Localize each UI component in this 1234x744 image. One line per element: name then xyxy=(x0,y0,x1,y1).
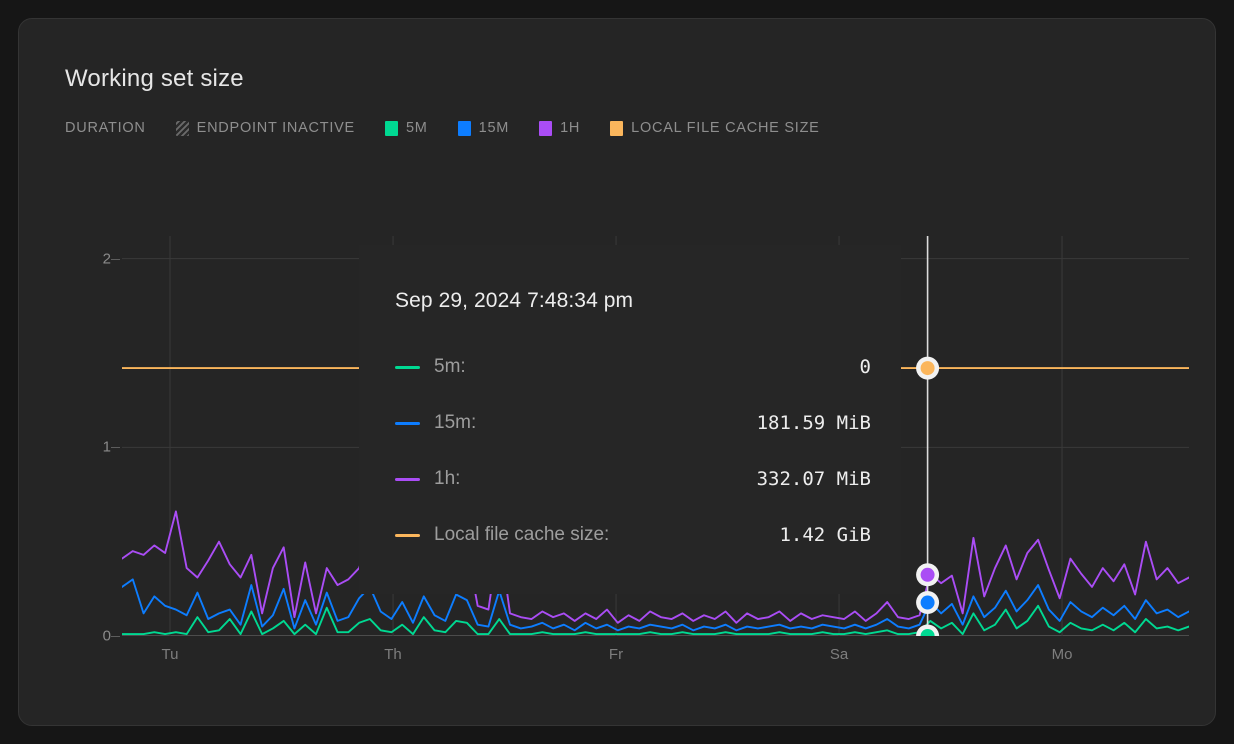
x-tick-label: Sa xyxy=(829,646,849,663)
legend-item-label: 15M xyxy=(478,120,510,136)
color-swatch-icon xyxy=(384,120,398,136)
series-color-dash-icon xyxy=(395,477,420,481)
page-title: Working set size xyxy=(65,65,244,92)
y-tick-label: 0 xyxy=(102,627,111,645)
legend-duration-label: DURATION xyxy=(65,120,146,136)
cursor-marker xyxy=(916,591,940,615)
legend-item-label: 1H xyxy=(560,120,581,136)
hatch-swatch-icon xyxy=(175,120,189,136)
series-color-dash-icon xyxy=(395,365,420,369)
legend-item-label: LOCAL FILE CACHE SIZE xyxy=(631,120,820,136)
tooltip-series-name: 5m: xyxy=(434,356,466,377)
x-tick-label: Fr xyxy=(608,646,624,663)
tooltip-row-1h: 1h: 332.07 MiB xyxy=(395,451,871,507)
tooltip-series-value: 1.42 GiB xyxy=(779,524,871,546)
tooltip-rows: 5m: 0 15m: 181.59 MiB 1h: 332.07 MiB Loc… xyxy=(395,339,871,563)
y-tick-dash xyxy=(111,636,120,637)
cursor-marker xyxy=(916,624,940,636)
cursor-marker xyxy=(916,356,940,380)
working-set-size-card: Working set size DURATION ENDPOINT INACT… xyxy=(18,18,1216,726)
tooltip-row-local-file-cache-size: Local file cache size: 1.42 GiB xyxy=(395,507,871,563)
color-swatch-icon xyxy=(539,120,553,136)
legend-item-5m[interactable]: 5M xyxy=(384,120,428,136)
y-tick-label: 1 xyxy=(102,438,111,456)
legend-item-15m[interactable]: 15M xyxy=(457,120,510,136)
series-color-dash-icon xyxy=(395,421,420,425)
y-tick-dash xyxy=(111,258,120,260)
x-tick-label: Th xyxy=(384,646,402,663)
y-tick-dash xyxy=(111,447,120,449)
tooltip-series-value: 332.07 MiB xyxy=(756,468,871,490)
legend-item-1h[interactable]: 1H xyxy=(539,120,580,136)
cursor-overlay xyxy=(916,236,940,636)
tooltip-series-value: 181.59 MiB xyxy=(756,412,871,434)
tooltip-series-name: 15m: xyxy=(434,412,477,433)
hover-tooltip: Sep 29, 2024 7:48:34 pm 5m: 0 15m: 181.5… xyxy=(359,245,901,594)
tooltip-timestamp: Sep 29, 2024 7:48:34 pm xyxy=(395,289,634,312)
series-color-dash-icon xyxy=(395,533,420,537)
legend-item-label: 5M xyxy=(405,120,428,136)
cursor-marker xyxy=(916,563,940,587)
tooltip-series-name: 1h: xyxy=(434,468,461,489)
color-swatch-icon xyxy=(457,120,471,136)
legend-item-endpoint-inactive[interactable]: ENDPOINT INACTIVE xyxy=(175,120,355,136)
tooltip-series-value: 0 xyxy=(859,356,871,378)
legend-item-local-file-cache-size[interactable]: LOCAL FILE CACHE SIZE xyxy=(610,120,819,136)
legend-duration: DURATION xyxy=(65,120,146,136)
x-tick-label: Mo xyxy=(1051,646,1073,663)
x-tick-label: Tu xyxy=(161,646,179,663)
color-swatch-icon xyxy=(610,120,624,136)
tooltip-series-name: Local file cache size: xyxy=(434,524,610,545)
y-tick-label: 2 xyxy=(102,250,111,268)
tooltip-row-15m: 15m: 181.59 MiB xyxy=(395,395,871,451)
chart-legend: DURATION ENDPOINT INACTIVE 5M 15M 1H LOC… xyxy=(65,118,820,138)
tooltip-row-5m: 5m: 0 xyxy=(395,339,871,395)
legend-item-label: ENDPOINT INACTIVE xyxy=(196,120,355,136)
